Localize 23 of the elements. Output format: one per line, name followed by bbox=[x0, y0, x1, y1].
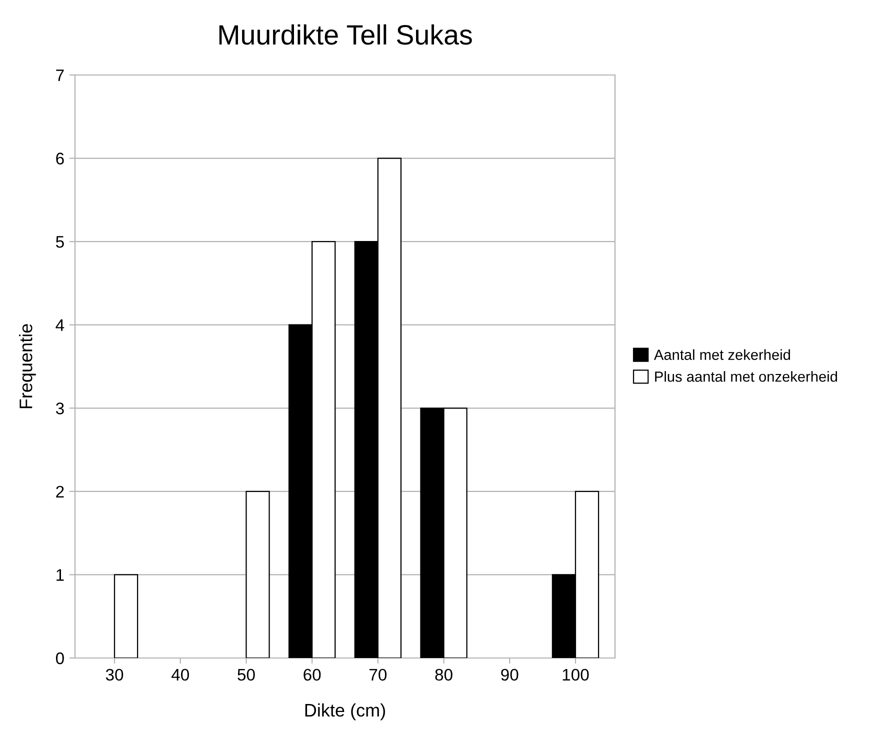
x-tick-label: 100 bbox=[562, 668, 589, 681]
x-tick-label: 40 bbox=[171, 668, 189, 681]
bar bbox=[114, 574, 138, 658]
y-tick-label: 1 bbox=[56, 569, 64, 581]
x-tick-label: 70 bbox=[370, 668, 387, 681]
chart-title: Muurdikte Tell Sukas bbox=[219, 24, 472, 45]
y-tick-label: 4 bbox=[56, 319, 64, 331]
legend-label: Plus aantal met onzekerheid bbox=[655, 371, 838, 382]
x-tick-label: 30 bbox=[106, 668, 124, 681]
y-tick-label: 0 bbox=[56, 652, 64, 664]
y-axis-title: Frequentie bbox=[19, 324, 36, 408]
y-tick-label: 3 bbox=[56, 402, 64, 414]
x-tick-label: 80 bbox=[435, 668, 452, 681]
x-axis-title: Dikte (cm) bbox=[305, 703, 386, 720]
y-tick-label: 2 bbox=[56, 486, 64, 498]
x-tick-label: 60 bbox=[304, 668, 321, 681]
y-tick-label: 6 bbox=[56, 152, 64, 164]
x-tick-label: 90 bbox=[501, 668, 518, 681]
legend-label: Aantal met zekerheid bbox=[654, 349, 790, 360]
bar bbox=[246, 490, 270, 658]
y-tick-label: 7 bbox=[56, 70, 64, 82]
x-tick-label: 50 bbox=[238, 668, 255, 681]
y-tick-label: 5 bbox=[56, 236, 64, 248]
